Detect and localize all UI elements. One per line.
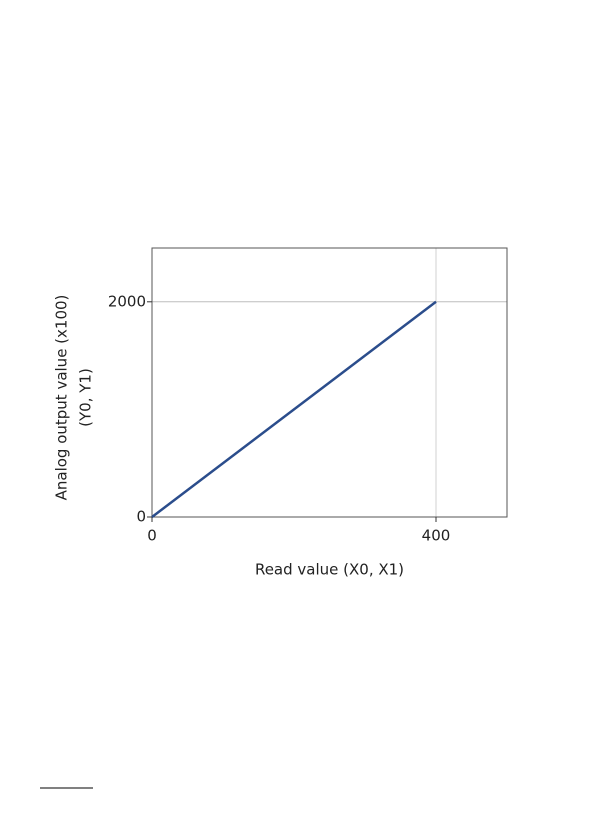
line-series (151, 300, 437, 518)
plot-frame (151, 247, 508, 518)
y-axis-label: Analog output value (x100) (53, 295, 71, 501)
x-axis-label: Read value (X0, X1) (255, 561, 404, 579)
y-tick-label: 2000 (108, 292, 146, 310)
x-tick-label: 0 (147, 527, 157, 545)
y-axis-label: (Y0, Y1) (77, 368, 95, 427)
y-tick-label: 0 (136, 508, 146, 526)
x-tick-label: 400 (422, 527, 451, 545)
